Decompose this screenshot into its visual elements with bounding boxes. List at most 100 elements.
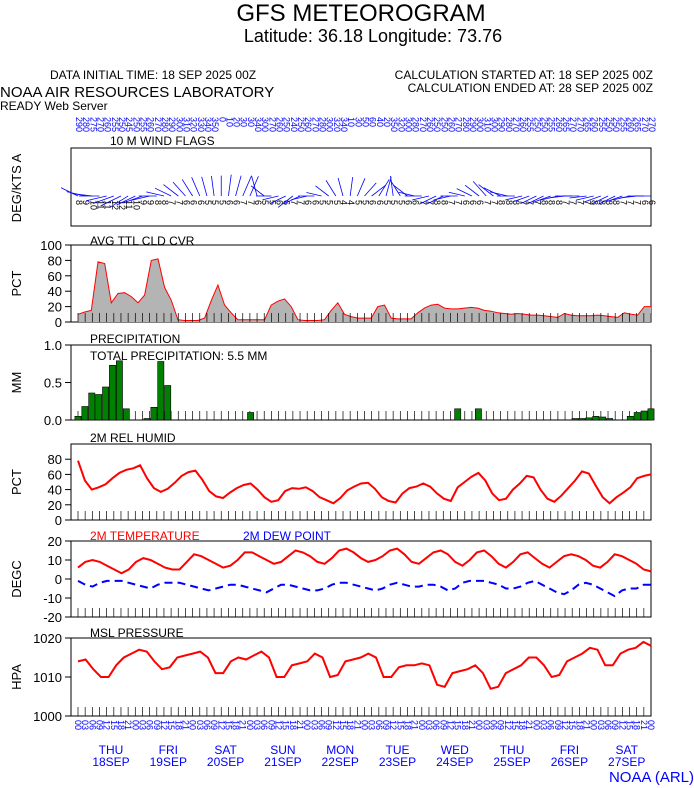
x-hour-label: 12 [274, 720, 284, 730]
x-day-label: FRI [159, 743, 178, 757]
wind-dir-label: 20 [382, 117, 392, 127]
x-hour-label: 21 [180, 720, 190, 730]
wind-dir-label: 310 [181, 117, 191, 132]
precip-bar [606, 418, 613, 421]
x-day-label: FRI [560, 743, 579, 757]
temp-ytick-label: 0 [55, 572, 62, 587]
x-hour-label: 09 [152, 720, 162, 730]
wind-speed-label: 11 [95, 200, 105, 209]
rh-ytick-label: 80 [48, 452, 62, 467]
wind-flag [512, 195, 530, 203]
x-date-label: 25SEP [493, 755, 530, 769]
wind-dir-label: 0 [217, 117, 227, 122]
x-axis: 0003060912151821000306091215182100030609… [73, 720, 656, 769]
x-hour-label: 15 [625, 720, 635, 730]
cloud-ytick-label: 100 [40, 238, 62, 253]
x-hour-label: 21 [639, 720, 649, 730]
x-hour-label: 06 [488, 720, 498, 730]
x-hour-label: 09 [496, 720, 506, 730]
wind-dir-label: 255 [547, 117, 557, 132]
wind-flag [262, 195, 279, 201]
wind-dir-label: 250 [282, 117, 292, 132]
wind-flag [163, 184, 179, 197]
wind-flag [154, 187, 172, 197]
rh-ytick-label: 20 [48, 498, 62, 513]
wind-dir-label: 250 [540, 117, 550, 132]
temp-frame [70, 540, 652, 618]
wind-speed-label: 5 [361, 200, 371, 205]
wind-dir-label: 270 [575, 117, 585, 132]
precip-bar [95, 394, 103, 421]
x-hour-label: 15 [223, 720, 233, 730]
precip-bar [102, 386, 109, 421]
x-hour-label: 21 [410, 720, 420, 730]
wind-flag [583, 195, 601, 203]
temp-ytick-label: 10 [48, 553, 62, 568]
wind-flag [92, 195, 114, 204]
wind-flag [605, 195, 623, 203]
x-hour-label: 15 [338, 720, 348, 730]
precip-bar [247, 412, 254, 421]
wind-dir-label: 350 [389, 117, 399, 132]
pressure-panel: 1000 1010 1020 HPA MSL PRESSURE [9, 626, 652, 724]
wind-dir-label: 290 [497, 117, 507, 132]
x-day-label: SAT [615, 743, 638, 757]
wind-speed-label: 6 [189, 200, 199, 205]
wind-speed-label: 5 [210, 200, 220, 205]
precip-bar [122, 408, 130, 421]
x-hour-label: 03 [424, 720, 434, 730]
pressure-title: MSL PRESSURE [90, 626, 184, 640]
wind-dir-label: 250 [604, 117, 614, 132]
wind-speed-label: 6 [224, 200, 234, 205]
wind-speed-label: 7 [583, 200, 593, 205]
precip-bar [640, 410, 648, 421]
wind-dir-label: 320 [332, 117, 342, 132]
wind-ylabel: DEG/KTS A [9, 153, 24, 222]
x-hour-label: 21 [123, 720, 133, 730]
wind-flag [433, 195, 451, 201]
x-hour-label: 03 [539, 720, 549, 730]
wind-dir-label: 310 [482, 117, 492, 132]
wind-dir-label: 320 [396, 117, 406, 132]
wind-speed-label: 9 [81, 200, 91, 205]
x-hour-label: 09 [438, 720, 448, 730]
x-hour-label: 18 [116, 720, 126, 730]
wind-speed-label: 8 [439, 200, 449, 205]
pressure-ytick-label: 1020 [33, 631, 62, 646]
wind-dir-label: 270 [267, 117, 277, 132]
wind-dir-label: 10 [346, 117, 356, 127]
wind-speed-label: 6 [232, 200, 242, 205]
x-date-label: 18SEP [92, 755, 129, 769]
wind-flag [412, 195, 430, 201]
wind-dir-label: 290 [74, 117, 84, 132]
x-day-label: TUE [386, 743, 410, 757]
wind-dir-label: 255 [597, 117, 607, 132]
x-day-label: THU [500, 743, 525, 757]
temp-title: 2M TEMPERATURE [90, 529, 200, 543]
wind-dir-label: 250 [296, 117, 306, 132]
x-hour-label: 00 [130, 720, 140, 730]
calc-started: CALCULATION STARTED AT: 18 SEP 2025 00Z [395, 68, 653, 82]
x-hour-label: 12 [503, 720, 513, 730]
x-hour-label: 03 [195, 720, 205, 730]
wind-speed-label: 12 [117, 200, 127, 210]
x-hour-label: 12 [388, 720, 398, 730]
x-hour-label: 00 [589, 720, 599, 730]
x-hour-label: 18 [288, 720, 298, 730]
precip-bar [143, 418, 151, 421]
x-hour-label: 09 [324, 720, 334, 730]
temp-ytick-label: -10 [43, 591, 62, 606]
x-hour-label: 00 [646, 720, 656, 730]
wind-dir-label: 270 [418, 117, 428, 132]
x-hour-label: 09 [610, 720, 620, 730]
wind-dir-label: 260 [626, 117, 636, 132]
pressure-ytick-label: 1000 [33, 709, 62, 724]
x-day-label: MON [326, 743, 354, 757]
wind-flag [100, 195, 122, 207]
wind-dir-label: 250 [131, 117, 141, 132]
wind-speed-label: 7 [174, 200, 184, 205]
wind-speed-label: 7 [532, 200, 542, 205]
pressure-ytick-label: 1010 [33, 670, 62, 685]
